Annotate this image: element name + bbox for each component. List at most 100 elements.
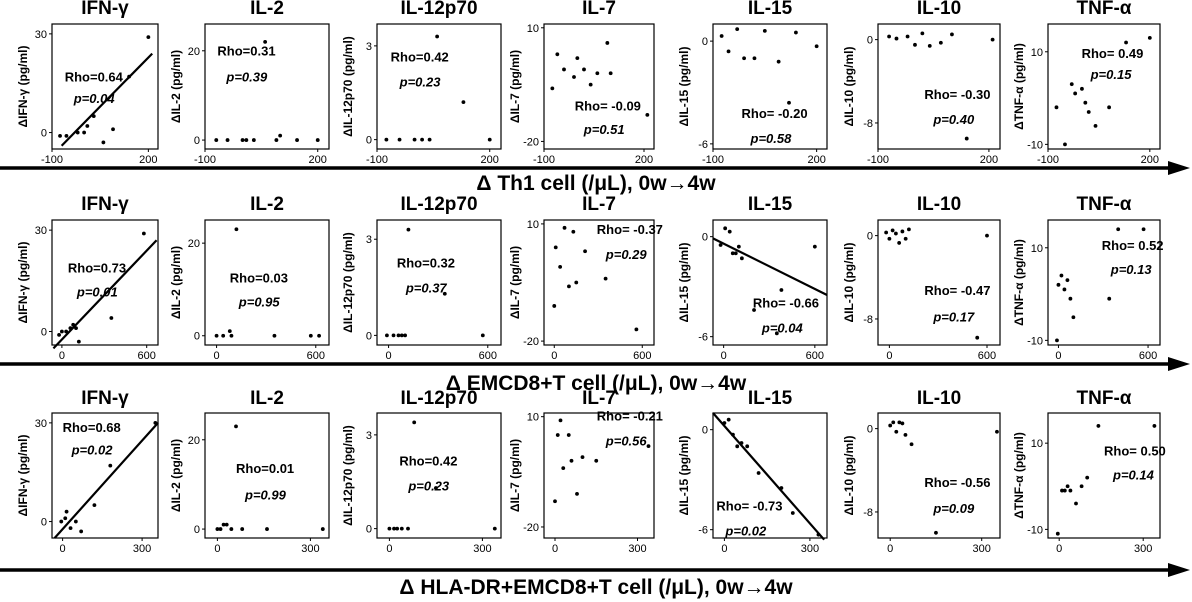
data-point bbox=[58, 133, 62, 138]
data-point bbox=[1079, 484, 1084, 489]
scatter-panel: IL-10 0 -8 0 600 ΔIL-10 (pg/ml) Rho= -0.47 p=0.… bbox=[842, 194, 1001, 362]
panel-title: IL-15 bbox=[748, 0, 793, 19]
scatter-panel: IL-15 0 -6 -100 200 ΔIL-15 (pg/ml) Rho= -0.20 p… bbox=[677, 0, 828, 166]
data-point bbox=[1085, 475, 1090, 480]
data-point bbox=[555, 52, 560, 57]
data-point bbox=[399, 526, 404, 531]
data-point bbox=[891, 420, 896, 425]
data-point bbox=[434, 486, 438, 490]
p-value-label: p=0.29 bbox=[605, 247, 648, 262]
plot-frame bbox=[204, 23, 330, 150]
data-point bbox=[779, 288, 784, 292]
rho-label: Rho=0.31 bbox=[217, 43, 275, 58]
data-point bbox=[218, 527, 223, 531]
data-point bbox=[567, 284, 571, 289]
plot-frame bbox=[712, 219, 828, 346]
rho-label: Rho= -0.66 bbox=[753, 296, 819, 311]
data-point bbox=[913, 42, 917, 47]
y-axis-label: ΔTNF-α (pg/ml) bbox=[1012, 432, 1026, 519]
data-point bbox=[553, 499, 557, 504]
x-tick-label: 200 bbox=[807, 154, 825, 166]
data-point bbox=[887, 236, 892, 241]
panel-title: IL-10 bbox=[917, 194, 961, 215]
data-point bbox=[399, 333, 404, 338]
data-point bbox=[975, 335, 980, 340]
data-point bbox=[735, 27, 740, 32]
data-point bbox=[1152, 424, 1157, 428]
data-point bbox=[894, 429, 899, 434]
y-tick-label: 10 bbox=[527, 219, 539, 231]
scatter-panel: IL-7 10 -20 -100 200 ΔIL-7 (pg/ml) Rho= -0.09 p… bbox=[508, 0, 655, 166]
rho-label: Rho=0.01 bbox=[236, 461, 294, 476]
data-point bbox=[492, 526, 497, 531]
data-point bbox=[571, 229, 576, 234]
plot-frame bbox=[1047, 412, 1161, 539]
data-point bbox=[461, 100, 466, 105]
data-point bbox=[1065, 278, 1070, 283]
data-point bbox=[645, 113, 650, 117]
x-tick-label: 600 bbox=[138, 350, 156, 362]
p-value-label: p=0.37 bbox=[405, 281, 448, 296]
panel-title: IL-7 bbox=[582, 388, 616, 409]
data-point bbox=[108, 463, 113, 468]
data-point bbox=[903, 236, 908, 241]
data-point bbox=[920, 31, 925, 36]
plot-frame bbox=[712, 23, 828, 150]
p-value-label: p=0.39 bbox=[225, 70, 268, 85]
y-tick-label: 0 bbox=[702, 425, 708, 437]
panel-title: IL-7 bbox=[582, 0, 616, 19]
data-point bbox=[73, 519, 78, 524]
data-point bbox=[227, 329, 232, 334]
data-point bbox=[897, 241, 902, 245]
data-point bbox=[990, 37, 995, 42]
data-point bbox=[787, 100, 791, 105]
y-tick-label: 0 bbox=[194, 135, 200, 147]
panel-title: IL-15 bbox=[748, 194, 793, 215]
regression-line bbox=[712, 412, 825, 541]
data-point bbox=[1062, 488, 1067, 493]
x-tick-label: -100 bbox=[41, 154, 63, 166]
y-tick-label: 30 bbox=[35, 225, 47, 237]
y-tick-label: 0 bbox=[867, 231, 873, 243]
data-point bbox=[812, 244, 817, 249]
data-point bbox=[594, 458, 599, 463]
x-tick-label: -100 bbox=[366, 154, 388, 166]
data-point bbox=[742, 56, 746, 61]
data-point bbox=[442, 291, 447, 296]
scatter-panel: IL-15 0 -6 0 600 ΔIL-15 (pg/ml) Rho= -0.66 p=0.… bbox=[677, 194, 828, 362]
data-point bbox=[816, 532, 821, 537]
scatter-panel: IL-12p70 3 0 -100 200 ΔIL-12p70 (pg/ml) Rho=0.… bbox=[341, 0, 502, 166]
data-point bbox=[1069, 82, 1074, 87]
data-point bbox=[1065, 484, 1070, 489]
data-point bbox=[756, 471, 761, 475]
data-point bbox=[420, 137, 424, 142]
panel-title: TNF-α bbox=[1077, 0, 1132, 19]
data-point bbox=[897, 420, 902, 425]
x-tick-label: 300 bbox=[301, 543, 319, 555]
scatter-panel: IL-7 10 -20 0 600 ΔIL-7 (pg/ml) Rho= -0.37 p=0.… bbox=[508, 194, 663, 362]
data-point bbox=[562, 225, 567, 230]
data-point bbox=[776, 59, 781, 64]
data-point bbox=[229, 333, 234, 338]
data-point bbox=[790, 511, 795, 515]
plot-frame bbox=[712, 412, 828, 539]
y-tick-label: 0 bbox=[366, 135, 372, 147]
data-point bbox=[774, 331, 779, 336]
data-point bbox=[726, 417, 731, 422]
data-point bbox=[794, 30, 798, 35]
data-point bbox=[890, 228, 895, 233]
rho-label: Rho=0.68 bbox=[63, 420, 121, 435]
scatter-panel: IL-12p70 3 0 0 600 ΔIL-12p70 (pg/ml) Rho=0.32 p… bbox=[341, 194, 502, 362]
data-point bbox=[723, 226, 728, 231]
plot-frame bbox=[376, 23, 502, 150]
y-tick-label: 0 bbox=[194, 524, 200, 536]
data-point bbox=[582, 67, 586, 72]
data-point bbox=[552, 304, 557, 308]
x-tick-label: 0 bbox=[551, 350, 557, 362]
x-tick-label: 300 bbox=[133, 543, 151, 555]
plot-frame bbox=[543, 412, 655, 539]
x-tick-label: 200 bbox=[635, 154, 653, 166]
y-axis-label: ΔIL-10 (pg/ml) bbox=[842, 243, 856, 323]
data-point bbox=[1096, 424, 1101, 428]
x-tick-label: 0 bbox=[386, 543, 392, 555]
